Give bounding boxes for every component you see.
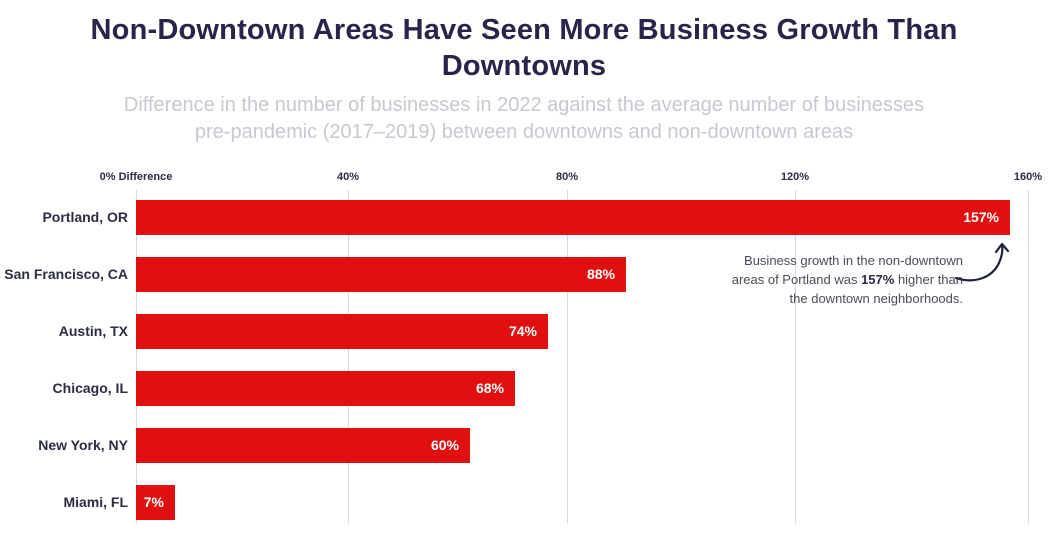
bar-value-label: 7% [143, 494, 164, 510]
page-title-line2: Downtowns [441, 50, 607, 82]
bar-value-label: 88% [586, 266, 615, 282]
category-label: Chicago, IL [52, 380, 128, 396]
x-axis-tick-label: 160% [1013, 171, 1043, 183]
x-axis-tick-label: 120% [780, 171, 810, 183]
chart-subtitle-line1: Difference in the number of businesses i… [123, 94, 925, 116]
curved-arrow-icon [954, 242, 1010, 282]
bar-value-label: 60% [430, 437, 459, 453]
bar: 74% [136, 314, 548, 349]
bar-value-label: 157% [963, 209, 999, 225]
category-label: Miami, FL [63, 494, 128, 510]
bar-value-label: 68% [475, 380, 504, 396]
annotation-line3: the downtown neighborhoods. [789, 291, 963, 306]
gridline [136, 190, 137, 523]
gridline [795, 190, 796, 523]
page-title: Non-Downtown Areas Have Seen More Busine… [0, 12, 1048, 84]
annotation-line2-pre: areas of Portland was [731, 272, 862, 287]
annotation: Business growth in the non-downtown area… [663, 251, 963, 308]
bar: 88% [136, 257, 626, 292]
bar: 68% [136, 371, 515, 406]
annotation-line2-bold: 157% [861, 272, 895, 287]
category-label: San Francisco, CA [4, 266, 128, 282]
annotation-line1: Business growth in the non-downtown [744, 253, 963, 268]
chart-subtitle: Difference in the number of businesses i… [0, 92, 1048, 146]
bar: 7% [136, 485, 175, 520]
category-label: New York, NY [38, 437, 128, 453]
gridline [348, 190, 349, 523]
category-label: Portland, OR [42, 209, 128, 225]
bar: 157% [136, 200, 1010, 235]
gridline [1028, 190, 1029, 523]
annotation-line2-post: higher than [894, 272, 963, 287]
chart-subtitle-line2: pre-pandemic (2017–2019) between downtow… [194, 121, 854, 143]
gridline [567, 190, 568, 523]
category-label: Austin, TX [58, 323, 128, 339]
x-axis-tick-label: 0% Difference [99, 171, 173, 183]
x-axis-tick-label: 80% [555, 171, 579, 183]
bar-value-label: 74% [508, 323, 537, 339]
bar: 60% [136, 428, 470, 463]
page-title-line1: Non-Downtown Areas Have Seen More Busine… [90, 14, 958, 46]
x-axis-tick-label: 40% [336, 171, 360, 183]
